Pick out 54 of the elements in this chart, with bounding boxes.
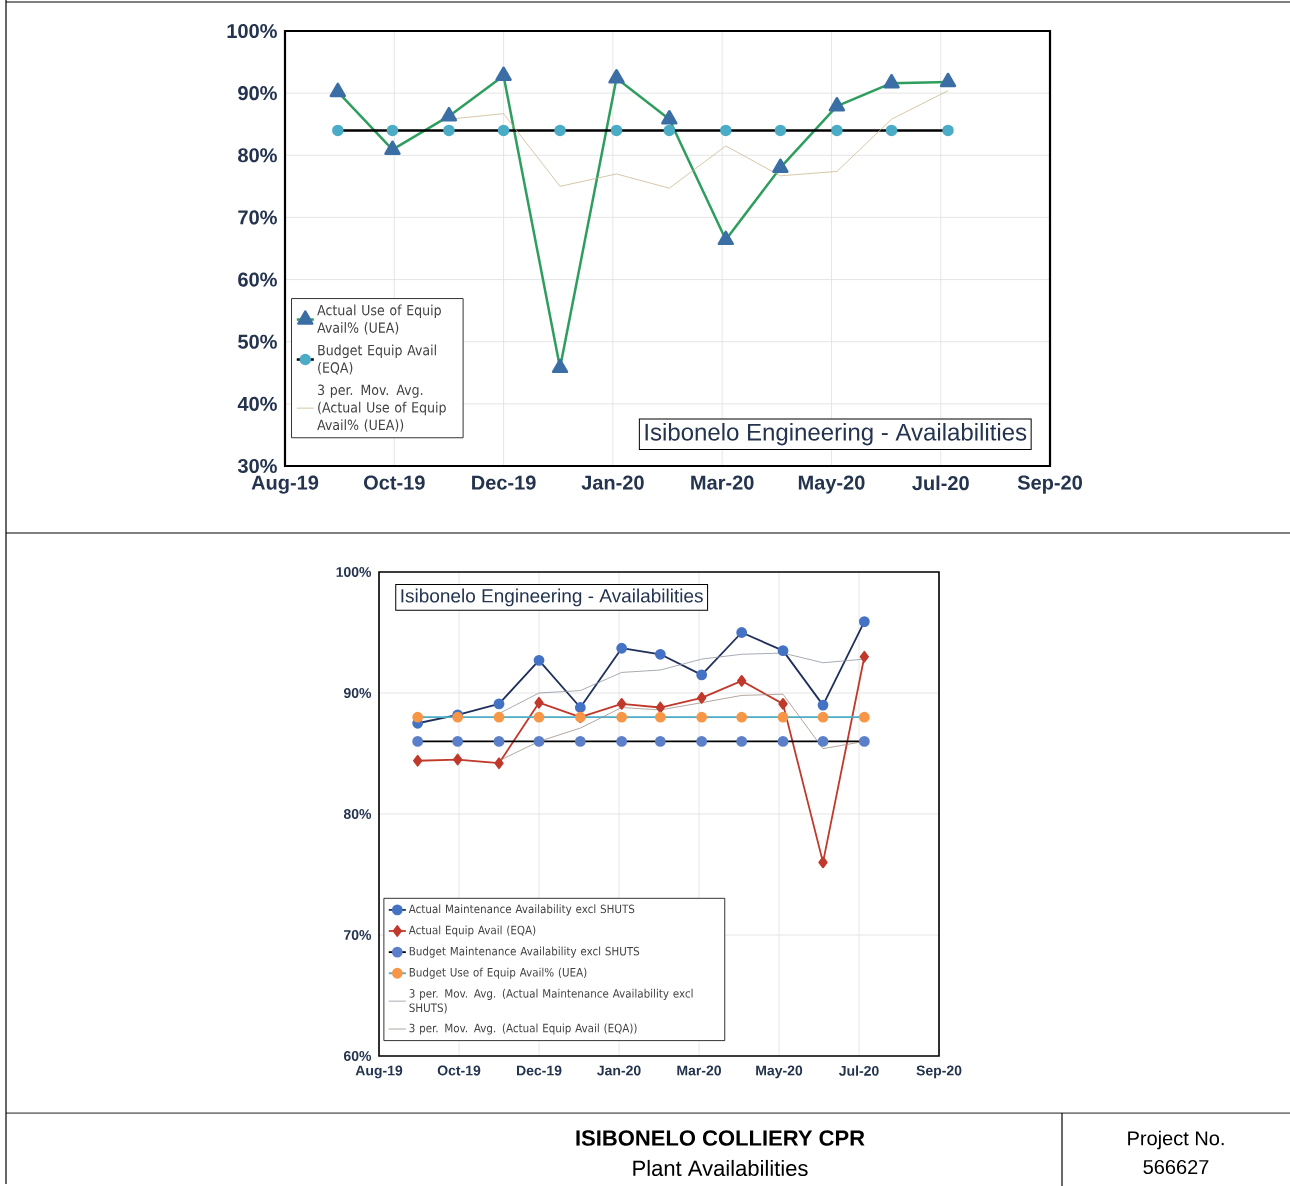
y-tick-label: 50% <box>238 334 277 349</box>
x-tick-label: Dec-19 <box>516 1065 562 1076</box>
y-tick-label: 80% <box>238 148 277 163</box>
y-tick-label: 40% <box>237 396 277 411</box>
point <box>818 856 828 869</box>
legend-label: Actual Use of Equip Avail% (UEA) <box>317 304 441 335</box>
point <box>494 757 504 770</box>
x-tick-label: May-20 <box>756 1065 803 1079</box>
point <box>778 697 788 710</box>
point <box>737 675 747 687</box>
point <box>617 697 627 710</box>
y-tick-label: 100% <box>336 567 372 577</box>
text: Project No. <box>1128 1130 1224 1150</box>
legend-label: Actual Equip Avail (EQA) <box>408 925 536 937</box>
x-tick-label: Jul-20 <box>912 475 969 491</box>
legend-label: 3 per. Mov. Avg. (Actual Use of Equip Avail% (UEA)) <box>317 384 446 432</box>
x-tick-label: Mar-20 <box>677 1065 721 1076</box>
x-tick-label: Aug-19 <box>355 1065 403 1079</box>
y-tick-label: 90% <box>238 86 277 101</box>
y-tick-label: 60% <box>238 272 277 287</box>
x-tick-label: Oct-19 <box>363 475 425 490</box>
legend-label: Budget Use of Equip Avail% (UEA) <box>409 967 587 979</box>
text: Isibonelo Engineering - Availabilities <box>401 588 703 607</box>
y-tick-label: 60% <box>343 1051 372 1061</box>
x-tick-label: Mar-20 <box>691 475 754 490</box>
x-tick-label: Oct-19 <box>437 1065 481 1076</box>
x-tick-label: May-20 <box>798 475 865 494</box>
y-tick-label: 90% <box>343 688 372 698</box>
x-tick-label: Jan-20 <box>581 475 644 490</box>
x-tick-label: Sep-20 <box>916 1065 962 1079</box>
y-tick-label: 80% <box>343 809 372 819</box>
y-tick-label: 70% <box>238 210 277 225</box>
legend-label: 3 per. Mov. Avg. (Actual Maintenance Availability excl SHUTS) <box>409 988 693 1014</box>
legend-label: Budget Equip Avail (EQA) <box>318 344 436 375</box>
x-tick-label: Aug-19 <box>251 475 319 494</box>
x-tick-label: Dec-19 <box>472 475 536 490</box>
y-tick-label: 70% <box>344 930 372 940</box>
text: Plant Availabilities <box>633 1159 808 1177</box>
point <box>453 753 463 766</box>
x-tick-label: Sep-20 <box>1017 475 1082 494</box>
y-tick-label: 30% <box>237 458 277 474</box>
x-tick-label: Jul-20 <box>839 1065 879 1076</box>
point <box>697 691 707 704</box>
point <box>413 754 423 767</box>
text: ISIBONELO COLLIERY CPR <box>576 1130 865 1146</box>
point <box>859 650 869 663</box>
y-tick-label: 100% <box>227 23 277 39</box>
legend-label: Actual Maintenance Availability excl SHUTS <box>408 904 635 916</box>
text: Isibonelo Engineering - Availabilities <box>645 423 1027 446</box>
point <box>534 696 544 709</box>
legend-label: 3 per. Mov. Avg. (Actual Equip Avail (EQA)) <box>409 1023 637 1035</box>
text: 566627 <box>1143 1159 1209 1175</box>
x-tick-label: Jan-20 <box>597 1065 641 1076</box>
legend-label: Budget Maintenance Availability excl SHUTS <box>409 946 640 958</box>
